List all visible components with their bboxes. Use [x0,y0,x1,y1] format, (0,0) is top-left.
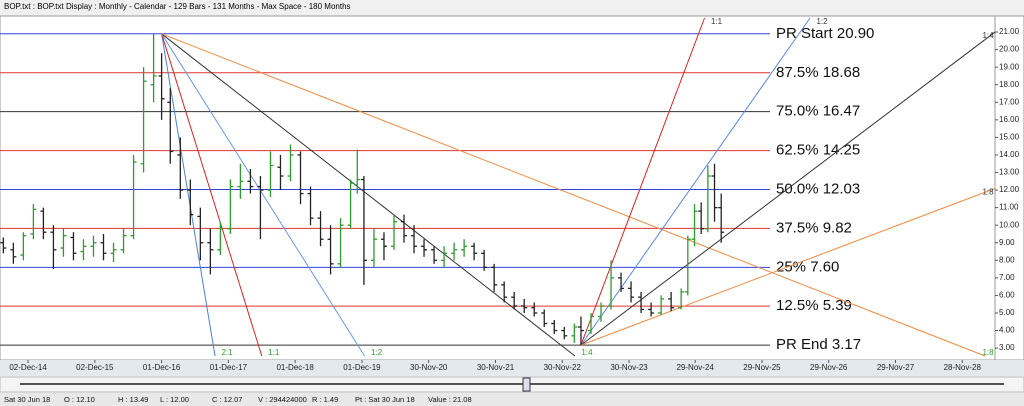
fan-line [161,33,986,357]
y-tick-label: 20.00 [999,45,1020,54]
level-label: PR Start 20.90 [776,25,874,42]
y-tick-label: 13.00 [999,168,1020,177]
fan-label: 1:1 [711,17,723,26]
y-tick-label: 10.00 [999,220,1020,229]
y-tick-label: 16.00 [999,115,1020,124]
y-tick-label: 7.00 [999,273,1015,282]
fan-line [580,188,996,346]
status-bar [0,393,1024,406]
fan-line [580,31,996,346]
y-tick-label: 8.00 [999,255,1015,264]
x-tick-label: 02-Dec-15 [76,363,114,372]
x-tick-label: 30-Nov-23 [610,363,648,372]
x-axis-band [0,360,1024,376]
x-tick-label: 30-Nov-21 [477,363,515,372]
level-label: 50.0% 12.03 [776,181,860,198]
fan-label: 2:1 [221,348,233,357]
status-field: V : 294424000 [258,395,307,404]
level-label: PR End 3.17 [776,336,861,353]
x-tick-label: 30-Nov-20 [410,363,448,372]
x-tick-label: 30-Nov-22 [544,363,582,372]
x-tick-label: 29-Nov-26 [810,363,848,372]
fan-line [161,33,576,357]
status-field: R : 1.49 [312,395,338,404]
x-tick-label: 02-Dec-14 [9,363,47,372]
fan-line [580,17,705,346]
x-tick-label: 29-Nov-27 [877,363,915,372]
y-tick-label: 19.00 [999,62,1020,71]
level-label: 12.5% 5.39 [776,297,852,314]
level-label: 75.0% 16.47 [776,103,860,120]
header-bar [0,0,1024,14]
fan-line [161,33,366,357]
fan-label: 1:8 [982,348,994,357]
status-field: L : 12.00 [160,395,189,404]
y-tick-label: 21.00 [999,27,1020,36]
fan-label: 1:2 [816,17,828,26]
y-tick-label: 17.00 [999,97,1020,106]
fan-line [580,17,811,346]
x-tick-label: 01-Dec-19 [343,363,381,372]
y-tick-label: 6.00 [999,291,1015,300]
x-tick-label: 01-Dec-16 [143,363,181,372]
level-label: 62.5% 14.25 [776,142,860,159]
x-tick-label: 01-Dec-17 [210,363,248,372]
fan-label: 1:8 [982,188,994,197]
y-tick-label: 14.00 [999,150,1020,159]
y-tick-label: 11.00 [999,203,1019,212]
fan-label: 1:1 [268,348,280,357]
y-tick-label: 3.00 [999,343,1015,352]
scroll-thumb[interactable] [522,377,531,392]
status-field: C : 12.07 [212,395,242,404]
fan-line [161,33,216,357]
fan-label: 1:4 [982,31,994,40]
header: BOP.txt : BOP.txt Display : Monthly - Ca… [4,2,351,11]
y-tick-label: 5.00 [999,308,1015,317]
x-tick-label: 01-Dec-18 [276,363,314,372]
x-tick-label: 29-Nov-25 [743,363,781,372]
fan-label: 1:2 [371,348,383,357]
status-field: Value : 21.08 [428,395,472,404]
x-tick-label: 28-Nov-28 [944,363,982,372]
y-tick-label: 18.00 [999,80,1020,89]
level-label: 25% 7.60 [776,258,839,275]
fan-line [161,33,263,357]
level-label: 37.5% 9.82 [776,219,852,236]
x-tick-label: 29-Nov-24 [676,363,714,372]
status-field: Sat 30 Jun 18 [4,395,50,404]
y-tick-label: 15.00 [999,133,1020,142]
y-tick-label: 12.00 [999,185,1020,194]
status-field: H : 13.49 [118,395,148,404]
fan-label: 1:4 [581,348,593,357]
y-tick-label: 9.00 [999,238,1015,247]
y-tick-label: 4.00 [999,326,1015,335]
status-field: Pt : Sat 30 Jun 18 [355,395,415,404]
level-label: 87.5% 18.68 [776,64,860,81]
status-field: O : 12.10 [64,395,95,404]
